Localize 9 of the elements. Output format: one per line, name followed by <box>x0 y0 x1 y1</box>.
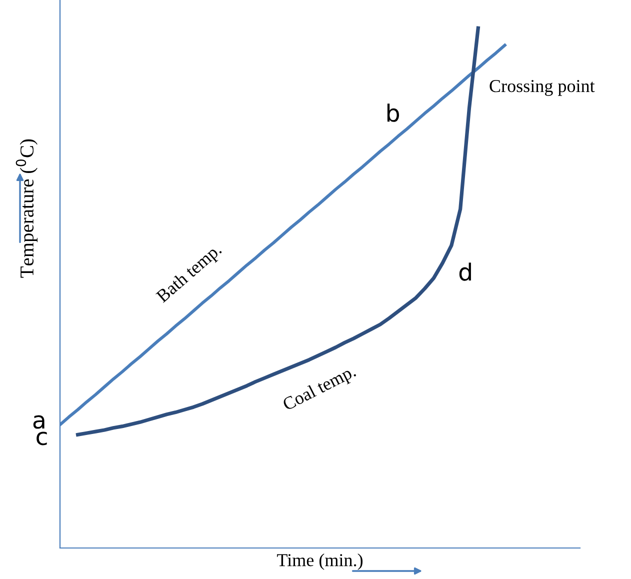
text: a <box>33 415 44 429</box>
text: Bath temp. <box>155 242 224 306</box>
y-axis-title: Temperature ($^{0}$C) <box>16 139 38 278</box>
text: c <box>36 432 47 446</box>
x-axis-title: Time (min.) <box>277 554 363 570</box>
text: Coal temp. <box>282 364 358 414</box>
annotation: d <box>459 262 471 281</box>
annotation: Crossing point <box>490 80 595 96</box>
annotation: b <box>387 104 400 122</box>
